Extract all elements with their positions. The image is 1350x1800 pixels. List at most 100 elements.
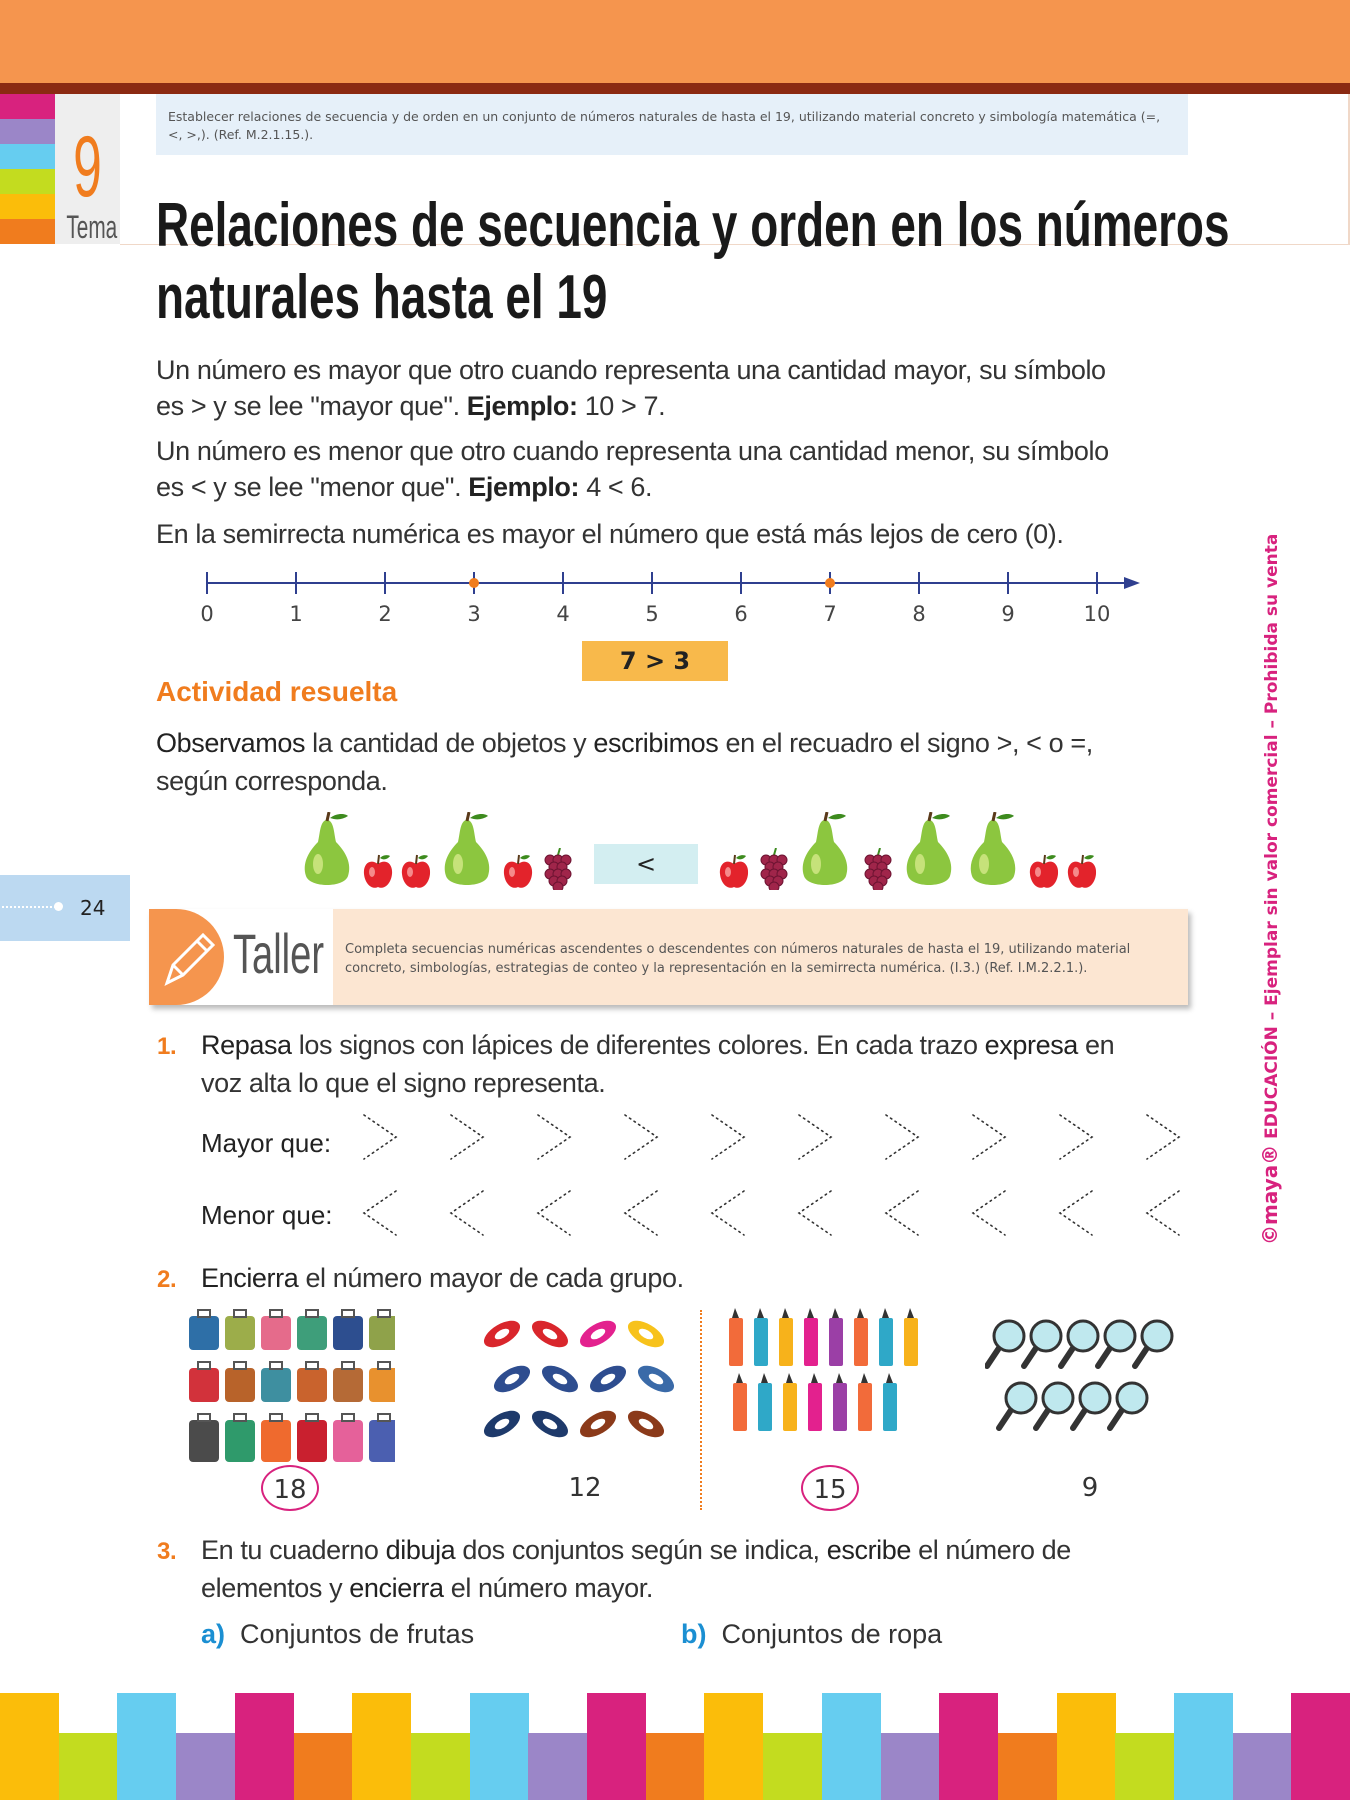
footer-stripe xyxy=(763,1733,823,1800)
page-number-tab: 24 xyxy=(0,875,130,941)
less-than-trace[interactable] xyxy=(795,1188,835,1238)
paragraph: En la semirrecta numérica es mayor el nú… xyxy=(156,519,1064,549)
grapes-icon xyxy=(544,848,572,890)
greater-than-trace[interactable] xyxy=(708,1112,748,1162)
pear-icon xyxy=(304,812,350,885)
grapes-icon xyxy=(864,848,892,890)
paragraph: Un número es menor que otro cuando repre… xyxy=(156,436,1109,466)
magnifier-icons xyxy=(984,1319,1174,1431)
tick-label: 5 xyxy=(645,602,658,626)
footer-stripe xyxy=(176,1733,236,1800)
title-line: naturales hasta el 19 xyxy=(156,263,608,332)
footer-stripe xyxy=(704,1693,764,1800)
greater-than-trace[interactable] xyxy=(795,1112,835,1162)
tema-label: Tema xyxy=(66,209,118,245)
color-band xyxy=(0,194,55,219)
apple-icon xyxy=(1067,854,1097,888)
color-band xyxy=(0,169,55,194)
less-than-trace[interactable] xyxy=(447,1188,487,1238)
paragraph: es < y se lee "menor que". Ejemplo: 4 < … xyxy=(156,472,653,502)
greater-than-trace[interactable] xyxy=(360,1112,400,1162)
answer-box[interactable]: < xyxy=(594,844,698,884)
tick-label: 0 xyxy=(200,602,213,626)
color-band xyxy=(0,119,55,144)
groups: 18 12 15 9 xyxy=(185,1308,1195,1518)
tick-label: 3 xyxy=(467,602,480,626)
greater-than-trace[interactable] xyxy=(621,1112,661,1162)
copyright-note: ©maya® EDUCACIÓN – Ejemplar sin valor co… xyxy=(1258,533,1282,1245)
greater-than-trace[interactable] xyxy=(1143,1112,1183,1162)
footer-stripe xyxy=(939,1693,999,1800)
footer-stripe xyxy=(587,1693,646,1800)
footer-stripe xyxy=(117,1693,177,1800)
divider xyxy=(700,1310,702,1510)
exercise-2-text: Encierra el número mayor de cada grupo. xyxy=(201,1263,684,1293)
activity-text: Observamos la cantidad de objetos y escr… xyxy=(156,728,1093,758)
pencil-icon xyxy=(164,932,216,986)
color-band xyxy=(0,144,55,169)
greater-than-trace[interactable] xyxy=(1056,1112,1096,1162)
footer-stripe xyxy=(293,1733,353,1800)
less-than-trace[interactable] xyxy=(621,1188,661,1238)
less-than-trace[interactable] xyxy=(1143,1188,1183,1238)
subitem-a: a) Conjuntos de frutas xyxy=(201,1619,475,1649)
footer-stripe xyxy=(58,1733,118,1800)
tema-number: 9 xyxy=(73,119,102,215)
footer-stripe xyxy=(1056,1693,1116,1800)
exercise-2: 2. xyxy=(157,1266,177,1293)
tick-label: 10 xyxy=(1084,602,1111,626)
footer-stripe xyxy=(0,1693,59,1800)
less-trace-row xyxy=(360,1188,1183,1238)
tick-label: 7 xyxy=(823,602,836,626)
pear-icon xyxy=(444,812,490,885)
greater-than-trace[interactable] xyxy=(447,1112,487,1162)
divider xyxy=(1348,94,1350,244)
top-banner xyxy=(0,0,1350,83)
footer-stripe xyxy=(1291,1693,1350,1800)
footer-stripe xyxy=(1115,1733,1175,1800)
group-count[interactable]: 18 xyxy=(261,1465,319,1511)
apple-icon xyxy=(503,854,533,888)
less-than-trace[interactable] xyxy=(969,1188,1009,1238)
pear-icon xyxy=(906,812,952,885)
color-band xyxy=(0,94,55,119)
greater-than-trace[interactable] xyxy=(969,1112,1009,1162)
group-magnifier: 9 xyxy=(984,1308,1195,1518)
less-than-trace[interactable] xyxy=(708,1188,748,1238)
divider xyxy=(120,244,1350,245)
apple-icon xyxy=(1029,854,1059,888)
group-count[interactable]: 9 xyxy=(1081,1473,1099,1503)
page-title: Relaciones de secuencia y orden en los n… xyxy=(156,190,1229,334)
greater-than-trace[interactable] xyxy=(882,1112,922,1162)
less-label: Menor que: xyxy=(201,1200,333,1230)
objective-box: Establecer relaciones de secuencia y de … xyxy=(156,94,1188,155)
tick-label: 1 xyxy=(289,602,302,626)
activity-heading: Actividad resuelta xyxy=(156,676,398,707)
footer-stripe xyxy=(410,1733,470,1800)
footer-stripe xyxy=(880,1733,940,1800)
footer-stripe xyxy=(821,1693,881,1800)
less-than-trace[interactable] xyxy=(360,1188,400,1238)
tick-label: 4 xyxy=(556,602,569,626)
subitem-b: b) Conjuntos de ropa xyxy=(681,1619,943,1649)
title-line: Relaciones de secuencia y orden en los n… xyxy=(156,191,1230,260)
group-count[interactable]: 15 xyxy=(801,1465,859,1511)
top-band xyxy=(0,83,1350,94)
footer-stripes xyxy=(0,1693,1350,1800)
comparison-box: 7 > 3 xyxy=(582,641,728,681)
group-suitcase: 18 xyxy=(185,1308,399,1518)
footer-stripe xyxy=(234,1693,294,1800)
arrow-icon xyxy=(1124,577,1140,589)
activity-text: según corresponda. xyxy=(156,766,388,796)
greater-than-trace[interactable] xyxy=(534,1112,574,1162)
group-marker: 15 xyxy=(725,1308,935,1518)
apple-icon xyxy=(719,854,749,888)
taller-box: Taller Completa secuencias numéricas asc… xyxy=(149,909,1188,1005)
group-count[interactable]: 12 xyxy=(568,1473,602,1503)
apple-icon xyxy=(363,854,393,888)
less-than-trace[interactable] xyxy=(882,1188,922,1238)
group-shoe: 12 xyxy=(480,1308,690,1518)
exercise-3: 3. xyxy=(157,1538,177,1565)
less-than-trace[interactable] xyxy=(1056,1188,1096,1238)
less-than-trace[interactable] xyxy=(534,1188,574,1238)
